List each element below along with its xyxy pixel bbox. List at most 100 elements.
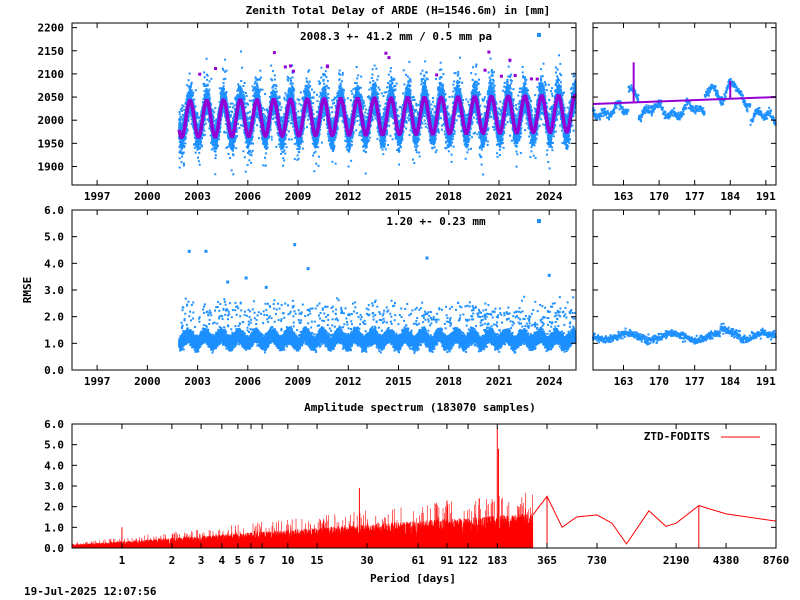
ztd-point [238,127,241,130]
ztd-point [206,78,209,81]
ztd-point [181,121,184,124]
ztd-point [242,150,245,153]
ztd-point [288,138,291,141]
ztd-point [288,114,291,117]
ztd-point [271,113,274,116]
ztd-point [256,124,259,127]
ztd-point [258,78,261,81]
ztd-point [215,143,218,146]
ztd-point [203,82,206,85]
ztd-point [271,79,274,82]
ztd-point [197,145,200,148]
ztd-point [228,114,231,117]
ztd-point [204,114,207,117]
ztd-point [215,118,218,121]
ztd-point [231,102,234,105]
ztd-point [222,91,225,94]
ztd-point [200,145,203,148]
ztd-point [226,106,229,109]
ztd-point [282,164,285,167]
ztd-point [202,134,205,137]
ztd-point [182,142,185,145]
ztd-point [197,147,200,150]
ztd-point [230,146,233,149]
ztd-point [193,105,196,108]
ztd-point [187,79,190,82]
ztd-point [227,134,230,137]
ztd-point [264,119,267,122]
ztd-point [198,151,201,154]
ztd-point [261,88,264,91]
ztd-point [236,123,239,126]
ztd-point [214,154,217,157]
ztd-point [180,126,183,129]
ztd-point [203,129,206,132]
ztd-point [208,93,211,96]
ztd-point [220,115,223,118]
ztd-point [240,79,243,82]
ztd-point [204,122,207,125]
ztd-point [181,107,184,110]
ztd-point [274,87,277,90]
ztd-point [192,100,195,103]
ztd-point [287,77,290,80]
ztd-point [275,145,278,148]
ztd-point [236,135,239,138]
ztd-point [250,151,253,154]
ztd-point [187,85,190,88]
ztd-point [250,99,253,102]
ztd-point [216,139,219,142]
ztd-point [229,121,232,124]
ztd-point [199,114,202,117]
ztd-point [287,117,290,120]
ztd-point [256,84,259,87]
ztd-point [178,157,181,160]
ztd-point [266,146,269,149]
ztd-point [196,122,199,125]
ztd-point [210,77,213,80]
ztd-point [214,173,217,176]
ztd-point [180,115,183,118]
ztd-point [197,116,200,119]
ztd-point [214,157,217,160]
ztd-point [219,130,222,133]
ztd-point [184,135,187,138]
ztd-point [187,118,190,121]
ztd-point [221,88,224,91]
ztd-point [259,88,262,91]
ztd-point [212,116,215,119]
ztd-point [208,98,211,101]
ztd-point [249,110,252,113]
ztd-point [226,104,229,107]
ztd-point [224,92,227,95]
ztd-point [179,108,182,111]
ztd-point [245,94,248,97]
ztd-point [225,91,228,94]
ztd-point [187,115,190,118]
ztd-point [250,161,253,164]
ztd-point [227,111,230,114]
ztd-point [248,159,251,162]
ztd-point [186,129,189,132]
ztd-point [208,127,211,130]
ztd-point [183,145,186,148]
ztd-point [181,104,184,107]
ztd-point [259,69,262,72]
ztd-point [243,156,246,159]
ztd-point [196,144,199,147]
ztd-point [230,110,233,113]
ztd-point [242,93,245,96]
ztd-point [244,91,247,94]
ztd-point [209,141,212,144]
ztd-point [212,115,215,118]
ztd-point [180,109,183,112]
ztd-point [213,123,216,126]
ztd-point [200,140,203,143]
ztd-point [178,118,181,121]
ztd-point [273,78,276,81]
ztd-point [190,89,193,92]
ztd-point [214,125,217,128]
ztd-point [222,85,225,88]
ztd-point [224,58,227,61]
ztd-point [287,120,290,123]
